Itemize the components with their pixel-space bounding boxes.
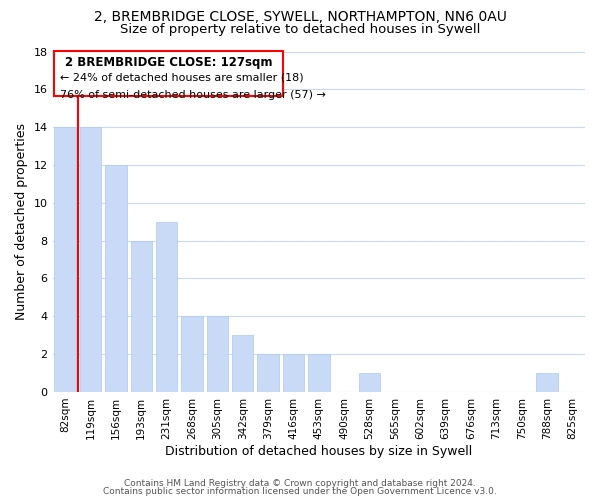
Text: Contains public sector information licensed under the Open Government Licence v3: Contains public sector information licen… bbox=[103, 487, 497, 496]
X-axis label: Distribution of detached houses by size in Sywell: Distribution of detached houses by size … bbox=[165, 444, 472, 458]
Text: 2, BREMBRIDGE CLOSE, SYWELL, NORTHAMPTON, NN6 0AU: 2, BREMBRIDGE CLOSE, SYWELL, NORTHAMPTON… bbox=[94, 10, 506, 24]
Bar bbox=[232, 335, 253, 392]
Text: Contains HM Land Registry data © Crown copyright and database right 2024.: Contains HM Land Registry data © Crown c… bbox=[124, 478, 476, 488]
Bar bbox=[181, 316, 203, 392]
Text: 2 BREMBRIDGE CLOSE: 127sqm: 2 BREMBRIDGE CLOSE: 127sqm bbox=[65, 56, 272, 68]
Bar bbox=[257, 354, 279, 392]
Text: 76% of semi-detached houses are larger (57) →: 76% of semi-detached houses are larger (… bbox=[59, 90, 326, 100]
Y-axis label: Number of detached properties: Number of detached properties bbox=[15, 123, 28, 320]
Bar bbox=[308, 354, 329, 392]
Text: ← 24% of detached houses are smaller (18): ← 24% of detached houses are smaller (18… bbox=[59, 72, 303, 83]
Text: Size of property relative to detached houses in Sywell: Size of property relative to detached ho… bbox=[120, 22, 480, 36]
FancyBboxPatch shape bbox=[55, 50, 283, 96]
Bar bbox=[283, 354, 304, 392]
Bar bbox=[206, 316, 228, 392]
Bar bbox=[105, 165, 127, 392]
Bar bbox=[156, 222, 178, 392]
Bar bbox=[55, 127, 76, 392]
Bar bbox=[536, 373, 558, 392]
Bar bbox=[80, 127, 101, 392]
Bar bbox=[131, 240, 152, 392]
Bar bbox=[359, 373, 380, 392]
